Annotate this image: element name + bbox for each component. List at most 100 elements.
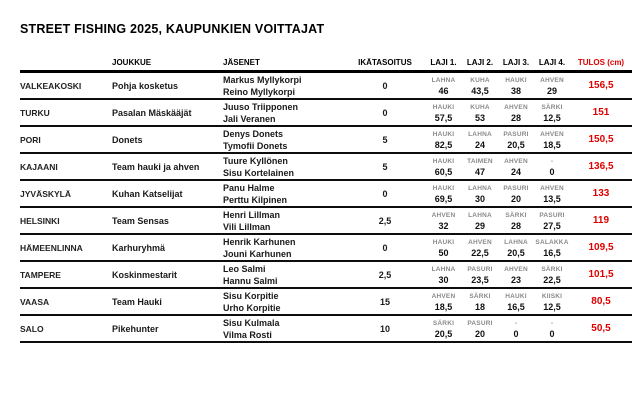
species-label: AHVEN — [504, 104, 528, 111]
city-cell: VALKEAKOSKI — [20, 71, 112, 100]
species-label: AHVEN — [540, 185, 564, 192]
member-name: Hannu Salmi — [223, 275, 278, 286]
laji1-cell: HAUKI 60,5 — [425, 153, 462, 181]
team-cell: Pohja kosketus — [112, 71, 223, 100]
length-value: 23,5 — [471, 275, 489, 285]
length-value: 22,5 — [471, 248, 489, 258]
header-city — [20, 50, 112, 73]
members-cell: Denys Donets Tymofii Donets — [223, 126, 345, 154]
length-value: 18 — [474, 302, 485, 312]
handicap-cell: 15 — [345, 288, 425, 316]
length-value: 32 — [438, 221, 449, 231]
result-cell: 136,5 — [570, 153, 632, 181]
laji2-cell: SÄRKI 18 — [462, 288, 498, 316]
header-result: TULOS (cm) — [570, 50, 632, 73]
result-cell: 50,5 — [570, 315, 632, 343]
result-cell: 109,5 — [570, 234, 632, 262]
member-name: Henrik Karhunen — [223, 236, 296, 247]
member-name: Juuso Triipponen — [223, 101, 299, 112]
table-row: PORI Donets Denys Donets Tymofii Donets … — [20, 126, 632, 154]
length-value: 57,5 — [434, 113, 453, 123]
laji4-cell: - 0 — [534, 315, 570, 343]
table-row: TAMPERE Koskinmestarit Leo Salmi Hannu S… — [20, 261, 632, 289]
length-value: 30 — [474, 194, 485, 204]
handicap-cell: 0 — [345, 234, 425, 262]
laji2-cell: PASURI 20 — [462, 315, 498, 343]
species-label: HAUKI — [505, 77, 527, 84]
result-cell: 156,5 — [570, 71, 632, 100]
species-label: KUHA — [470, 77, 490, 84]
length-value: 30 — [438, 275, 449, 285]
length-value: 50 — [438, 248, 449, 258]
laji3-cell: PASURI 20 — [498, 180, 534, 208]
species-label: - — [550, 320, 554, 327]
handicap-cell: 0 — [345, 99, 425, 127]
result-cell: 119 — [570, 207, 632, 235]
handicap-cell: 2,5 — [345, 207, 425, 235]
species-label: KUHA — [470, 104, 490, 111]
laji1-cell: HAUKI 82,5 — [425, 126, 462, 154]
table-header-row: JOUKKUE JÄSENET IKÄTASOITUS LAJI 1. LAJI… — [20, 50, 632, 73]
species-label: AHVEN — [468, 239, 492, 246]
member-name: Jouni Karhunen — [223, 248, 292, 259]
length-value: 29 — [474, 221, 485, 231]
length-value: 22,5 — [543, 275, 561, 285]
laji2-cell: AHVEN 22,5 — [462, 234, 498, 262]
species-label: - — [514, 320, 518, 327]
page-title: STREET FISHING 2025, KAUPUNKIEN VOITTAJA… — [20, 22, 325, 36]
species-label: AHVEN — [504, 266, 528, 273]
member-name: Perttu Kilpinen — [223, 194, 288, 205]
species-label: PASURI — [539, 212, 565, 219]
member-name: Jali Veranen — [223, 113, 276, 124]
length-value: 16,5 — [543, 248, 561, 258]
laji3-cell: HAUKI 38 — [498, 71, 534, 100]
length-value: 24 — [474, 140, 485, 150]
laji3-cell: HAUKI 16,5 — [498, 288, 534, 316]
header-members: JÄSENET — [223, 50, 345, 73]
city-cell: SALO — [20, 315, 112, 343]
city-cell: TURKU — [20, 99, 112, 127]
laji2-cell: KUHA 53 — [462, 99, 498, 127]
member-name: Sisu Kulmala — [223, 317, 280, 328]
species-label: HAUKI — [432, 104, 455, 111]
handicap-cell: 0 — [345, 71, 425, 100]
members-cell: Tuure Kyllönen Sisu Kortelainen — [223, 153, 345, 181]
team-cell: Kuhan Katselijat — [112, 180, 223, 208]
table-row: HÄMEENLINNA Karhuryhmä Henrik Karhunen J… — [20, 234, 632, 262]
species-label: SÄRKI — [469, 293, 491, 300]
species-label: SÄRKI — [432, 320, 455, 327]
laji4-cell: - 0 — [534, 153, 570, 181]
table-row: JYVÄSKYLÄ Kuhan Katselijat Panu Halme Pe… — [20, 180, 632, 208]
length-value: 82,5 — [434, 140, 453, 150]
laji2-cell: LAHNA 29 — [462, 207, 498, 235]
team-cell: Karhuryhmä — [112, 234, 223, 262]
laji4-cell: SÄRKI 12,5 — [534, 99, 570, 127]
laji2-cell: TAIMEN 47 — [462, 153, 498, 181]
member-name: Tuure Kyllönen — [223, 155, 288, 166]
species-label: KIISKI — [541, 293, 563, 300]
length-value: 47 — [474, 167, 485, 177]
members-cell: Markus Myllykorpi Reino Myllykorpi — [223, 71, 345, 100]
species-label: SÄRKI — [541, 266, 563, 273]
results-table: JOUKKUE JÄSENET IKÄTASOITUS LAJI 1. LAJI… — [20, 50, 632, 343]
laji3-cell: SÄRKI 28 — [498, 207, 534, 235]
species-label: PASURI — [467, 320, 493, 327]
member-name: Denys Donets — [223, 128, 284, 139]
laji2-cell: LAHNA 24 — [462, 126, 498, 154]
handicap-cell: 5 — [345, 126, 425, 154]
species-label: SÄRKI — [541, 104, 563, 111]
member-name: Urho Korpitie — [223, 302, 281, 313]
member-name: Tymofii Donets — [223, 140, 288, 151]
handicap-cell: 10 — [345, 315, 425, 343]
table-row: VAASA Team Hauki Sisu Korpitie Urho Korp… — [20, 288, 632, 316]
city-cell: VAASA — [20, 288, 112, 316]
length-value: 20 — [510, 194, 521, 204]
length-value: 24 — [510, 167, 521, 177]
result-cell: 150,5 — [570, 126, 632, 154]
member-name: Vili Lillman — [223, 221, 271, 232]
laji1-cell: HAUKI 69,5 — [425, 180, 462, 208]
laji2-cell: LAHNA 30 — [462, 180, 498, 208]
member-name: Sisu Korpitie — [223, 290, 279, 301]
laji1-cell: LAHNA 30 — [425, 261, 462, 289]
species-label: LAHNA — [468, 212, 492, 219]
